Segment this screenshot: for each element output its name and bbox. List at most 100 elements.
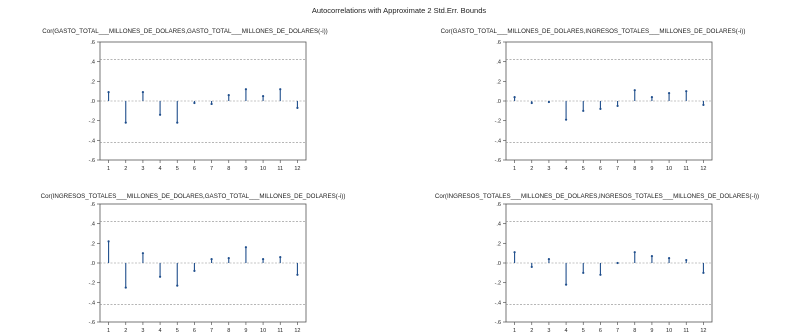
x-tick-label: 10 xyxy=(260,166,266,172)
x-tick-label: 12 xyxy=(294,328,300,334)
x-tick-label: 2 xyxy=(124,328,127,334)
correlation-point xyxy=(667,256,671,260)
y-tick-label: .4 xyxy=(90,222,95,228)
x-tick-label: 6 xyxy=(599,328,602,334)
x-tick-label: 10 xyxy=(260,328,266,334)
x-tick-label: 2 xyxy=(530,166,533,172)
correlation-point xyxy=(296,106,299,109)
y-tick-label: -.2 xyxy=(89,119,95,125)
x-tick-label: 12 xyxy=(700,328,706,334)
correlation-point xyxy=(279,256,282,259)
x-tick-label: 11 xyxy=(683,328,689,334)
correlation-point xyxy=(210,257,213,261)
x-tick-label: 7 xyxy=(210,328,213,334)
correlation-point xyxy=(513,95,516,99)
correlation-point xyxy=(633,251,636,254)
correlation-point xyxy=(685,258,688,262)
correlation-point xyxy=(279,88,282,91)
correlation-point xyxy=(702,271,705,274)
y-tick-label: -.4 xyxy=(495,138,501,144)
x-tick-label: 6 xyxy=(193,328,196,334)
correlation-point xyxy=(599,273,602,276)
y-tick-label: .0 xyxy=(496,99,501,105)
panel-title: Cor(GASTO_TOTAL___MILLONES_DE_DOLARES,IN… xyxy=(441,28,746,35)
x-tick-label: 1 xyxy=(107,166,110,172)
correlation-point xyxy=(564,283,568,286)
y-tick-label: -.2 xyxy=(89,281,95,287)
correlation-point xyxy=(547,100,551,104)
y-tick-label: .4 xyxy=(496,222,501,228)
correlation-point xyxy=(513,251,516,254)
correlation-point xyxy=(530,101,533,105)
correlation-point xyxy=(107,240,110,243)
x-tick-label: 9 xyxy=(650,166,653,172)
x-tick-label: 1 xyxy=(513,166,516,172)
correlation-point xyxy=(702,103,705,107)
correlation-point xyxy=(261,257,265,261)
correlation-point xyxy=(124,121,127,124)
y-tick-label: -.4 xyxy=(89,300,95,306)
correlation-point xyxy=(176,121,179,124)
correlation-point xyxy=(158,113,162,116)
correlation-point xyxy=(176,284,179,287)
y-tick-label: -.6 xyxy=(495,320,501,326)
correlation-point xyxy=(158,275,162,278)
correlation-point xyxy=(296,273,299,276)
x-tick-label: 5 xyxy=(176,166,179,172)
correlation-point xyxy=(210,102,213,106)
x-tick-label: 6 xyxy=(599,166,602,172)
correlation-point xyxy=(244,88,248,91)
x-tick-label: 2 xyxy=(124,166,127,172)
panel-title: Cor(GASTO_TOTAL___MILLONES_DE_DOLARES,GA… xyxy=(42,28,327,35)
x-tick-label: 2 xyxy=(530,328,533,334)
correlation-point xyxy=(633,89,636,92)
y-tick-label: -.6 xyxy=(89,320,95,326)
x-tick-label: 10 xyxy=(666,166,672,172)
x-tick-label: 4 xyxy=(565,166,568,172)
correlation-point xyxy=(107,91,110,94)
correlation-point xyxy=(193,101,196,105)
x-tick-label: 3 xyxy=(141,166,144,172)
x-tick-label: 4 xyxy=(565,328,568,334)
y-tick-label: .6 xyxy=(496,202,501,208)
y-tick-label: .4 xyxy=(90,60,95,66)
y-tick-label: -.2 xyxy=(495,281,501,287)
x-tick-label: 8 xyxy=(227,166,230,172)
correlation-point xyxy=(244,246,248,249)
correlation-point xyxy=(124,286,127,289)
correlation-point xyxy=(650,95,654,99)
x-tick-label: 7 xyxy=(616,166,619,172)
y-tick-label: .2 xyxy=(90,241,95,247)
x-tick-label: 8 xyxy=(633,328,636,334)
correlation-point xyxy=(616,261,619,265)
x-tick-label: 11 xyxy=(683,166,689,172)
x-tick-label: 5 xyxy=(176,328,179,334)
correlation-point xyxy=(564,118,568,121)
correlation-point xyxy=(141,252,145,255)
y-tick-label: .0 xyxy=(496,261,501,267)
y-tick-label: -.2 xyxy=(495,119,501,125)
y-tick-label: -.4 xyxy=(89,138,95,144)
acf-panel-4: Cor(INGRESOS_TOTALES___MILLONES_DE_DOLAR… xyxy=(435,193,759,334)
x-tick-label: 5 xyxy=(582,166,585,172)
y-tick-label: .0 xyxy=(90,261,95,267)
y-tick-label: -.6 xyxy=(495,158,501,164)
correlation-point xyxy=(530,265,533,269)
y-tick-label: .6 xyxy=(90,202,95,208)
x-tick-label: 7 xyxy=(616,328,619,334)
x-tick-label: 7 xyxy=(210,166,213,172)
x-tick-label: 1 xyxy=(513,328,516,334)
x-tick-label: 3 xyxy=(547,328,550,334)
correlation-point xyxy=(582,271,585,274)
x-tick-label: 10 xyxy=(666,328,672,334)
y-tick-label: .2 xyxy=(90,79,95,85)
x-tick-label: 1 xyxy=(107,328,110,334)
correlation-point xyxy=(261,94,265,98)
acf-panel-1: Cor(GASTO_TOTAL___MILLONES_DE_DOLARES,GA… xyxy=(42,28,327,172)
acf-panel-3: Cor(INGRESOS_TOTALES___MILLONES_DE_DOLAR… xyxy=(41,193,346,334)
x-tick-label: 12 xyxy=(700,166,706,172)
correlation-point xyxy=(667,92,671,95)
x-tick-label: 5 xyxy=(582,328,585,334)
y-tick-label: .2 xyxy=(496,79,501,85)
